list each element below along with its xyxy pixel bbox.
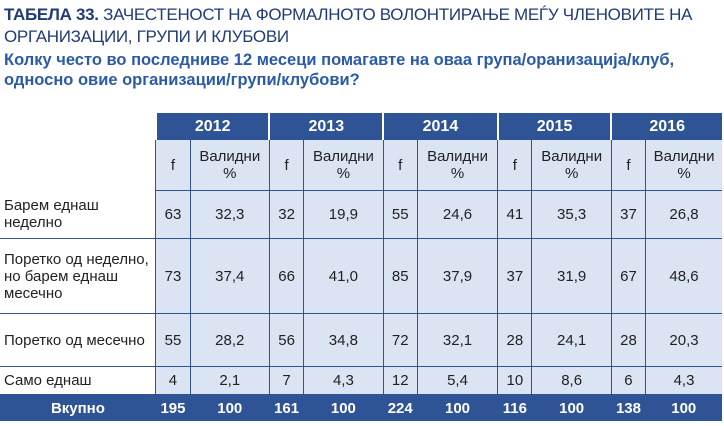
cell: 32 — [268, 190, 304, 239]
subheader: f — [497, 140, 532, 191]
cell: 37 — [610, 190, 646, 239]
cell: 34,8 — [303, 313, 384, 367]
table-body: Барем еднаш неделно 63 32,3 32 19,9 55 24,6 41 3… — [0, 190, 722, 421]
cell: 28,2 — [189, 313, 270, 367]
year-header: 2014 — [382, 113, 498, 140]
cell: 72 — [382, 313, 418, 367]
subheader: Валидни % — [189, 140, 270, 191]
year-header: 2016 — [610, 113, 722, 140]
year-header: 2012 — [154, 113, 270, 140]
total-cell: 116 — [497, 394, 532, 421]
subheader-row: f Валидни % f Валидни % f Валидни % f Валидни %… — [0, 140, 722, 191]
total-cell: 195 — [155, 394, 191, 421]
title-text: ЗАЧЕСТЕНОСТ НА ФОРМАЛНОТО ВОЛОНТИРАЊЕ МЕ… — [4, 5, 693, 46]
cell: 4,3 — [645, 366, 722, 395]
cell: 37 — [497, 238, 532, 314]
data-row: Само еднаш 4 2,1 7 4,3 12 5,4 10 8,6 6 4,3 — [0, 366, 722, 395]
year-header: 2013 — [268, 113, 384, 140]
cell: 56 — [268, 313, 304, 367]
cell: 4,3 — [303, 366, 384, 395]
cell: 28 — [497, 313, 532, 367]
subheader: Валидни % — [645, 140, 722, 191]
row-label: Само еднаш — [0, 366, 156, 395]
total-cell: 100 — [303, 394, 384, 421]
cell: 35,3 — [531, 190, 612, 239]
cell: 31,9 — [531, 238, 612, 314]
cell: 48,6 — [645, 238, 722, 314]
cell: 4 — [155, 366, 191, 395]
cell: 66 — [268, 238, 304, 314]
cell: 41 — [497, 190, 532, 239]
cell: 2,1 — [189, 366, 270, 395]
cell: 73 — [155, 238, 191, 314]
year-header: 2015 — [496, 113, 612, 140]
cell: 5,4 — [416, 366, 498, 395]
row-label: Поретко од месечно — [0, 313, 156, 367]
cell: 32,1 — [416, 313, 498, 367]
cell: 37,9 — [416, 238, 498, 314]
total-cell: 138 — [611, 394, 646, 421]
total-cell: 161 — [269, 394, 304, 421]
subheader: f — [610, 140, 646, 191]
subheader: Валидни % — [303, 140, 384, 191]
cell: 67 — [610, 238, 646, 314]
cell: 55 — [155, 313, 191, 367]
subheader: Валидни % — [531, 140, 612, 191]
cell: 41,0 — [303, 238, 384, 314]
question: Колку често во последниве 12 месеци пома… — [4, 51, 675, 89]
cell: 20,3 — [645, 313, 722, 367]
row-label: Барем еднаш неделно — [0, 190, 156, 239]
cell: 63 — [155, 190, 191, 239]
subheader: Валидни % — [416, 140, 498, 191]
total-cell: 100 — [645, 394, 722, 421]
table-label: ТАБЕЛА 33. — [4, 5, 99, 24]
total-cell: 100 — [190, 394, 270, 421]
cell: 28 — [610, 313, 646, 367]
total-cell: 100 — [531, 394, 612, 421]
cell: 24,6 — [416, 190, 498, 239]
total-cell: 100 — [417, 394, 498, 421]
data-row: Поретко од месечно 55 28,2 56 34,8 72 32,1 28 24… — [0, 313, 722, 367]
cell: 7 — [268, 366, 304, 395]
total-label: Вкупно — [0, 394, 156, 421]
table-title: ТАБЕЛА 33. ЗАЧЕСТЕНОСТ НА ФОРМАЛНОТО ВОЛ… — [4, 4, 720, 48]
row-label: Поретко од неделно, но барем еднаш месеч… — [0, 238, 156, 314]
cell: 12 — [382, 366, 418, 395]
cell: 10 — [497, 366, 532, 395]
subheader: f — [382, 140, 418, 191]
corner — [0, 113, 156, 191]
cell: 37,4 — [189, 238, 270, 314]
cell: 24,1 — [531, 313, 612, 367]
data-row: Барем еднаш неделно 63 32,3 32 19,9 55 24,6 41 3… — [0, 190, 722, 239]
year-row: 2012 2013 2014 2015 2016 — [0, 113, 722, 191]
cell: 8,6 — [531, 366, 612, 395]
subheader: f — [268, 140, 304, 191]
total-row: Вкупно 195 100 161 100 224 100 116 100 138 100 — [0, 394, 722, 421]
cell: 6 — [610, 366, 646, 395]
cell: 85 — [382, 238, 418, 314]
total-cell: 224 — [383, 394, 418, 421]
subheader: f — [155, 140, 191, 191]
cell: 32,3 — [189, 190, 270, 239]
data-row: Поретко од неделно, но барем еднаш месеч… — [0, 238, 722, 314]
cell: 26,8 — [645, 190, 722, 239]
cell: 55 — [382, 190, 418, 239]
cell: 19,9 — [303, 190, 384, 239]
data-table: 2012 2013 2014 2015 2016 f Валидни % f Валидни … — [0, 113, 722, 421]
